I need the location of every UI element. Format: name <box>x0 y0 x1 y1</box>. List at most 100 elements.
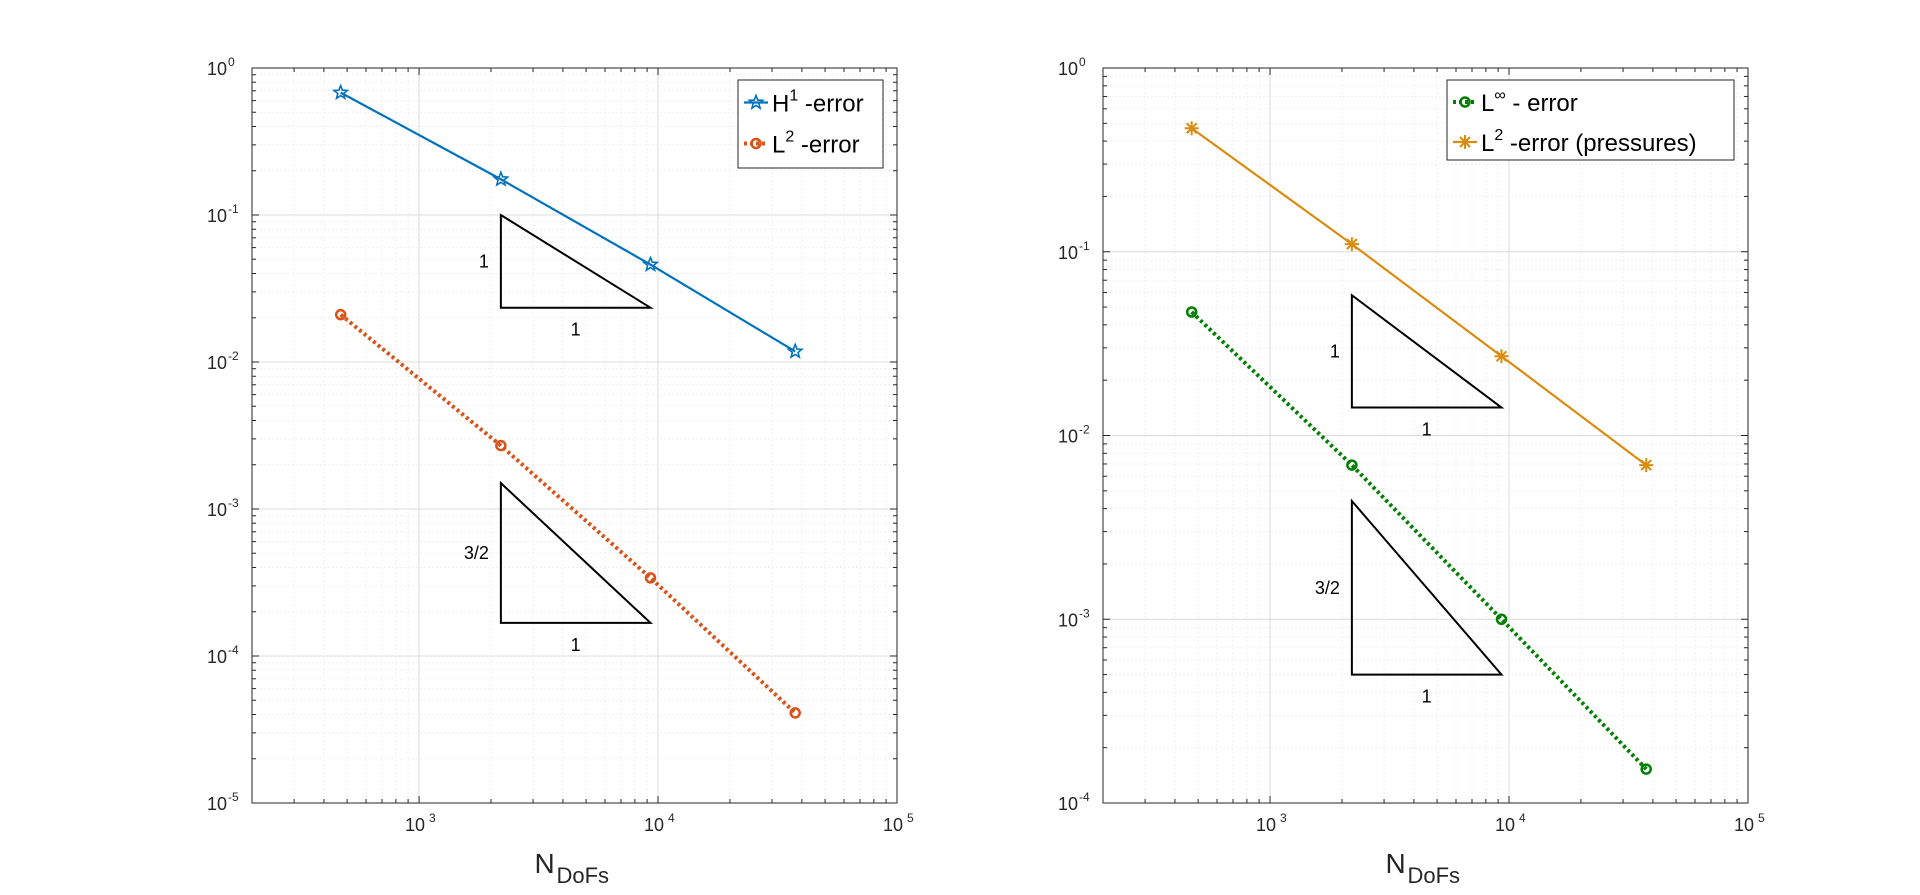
asterisk-stroke <box>1459 136 1471 148</box>
y-tick-exponent: -2 <box>228 349 239 363</box>
data-point <box>334 308 347 321</box>
legend-label: H1 -error <box>772 88 864 118</box>
y-tick-label: 10 <box>1058 794 1078 814</box>
x-tick-label: 10 <box>1256 815 1276 835</box>
y-tick-label: 10 <box>1058 243 1078 263</box>
series-line <box>339 313 797 715</box>
y-tick-exponent: -5 <box>228 790 239 804</box>
series-1 <box>331 83 804 359</box>
legend-marker <box>1459 96 1471 108</box>
data-point <box>641 255 660 273</box>
right-chart-panel: 10 3 10 4 10 510 010 -110 -210 -310 -4N DoFs113/21L… <box>1058 55 1765 888</box>
slope-vertical-label: 1 <box>479 251 489 271</box>
slope-triangle-shape <box>499 480 654 624</box>
series-2 <box>1184 121 1654 473</box>
legend-label: L2 -error <box>772 129 860 159</box>
slope-triangle: 11 <box>1330 293 1505 440</box>
data-point <box>644 572 657 584</box>
slope-horizontal-label: 1 <box>1422 687 1432 707</box>
y-tick-label: 10 <box>207 59 227 79</box>
slope-horizontal-label: 1 <box>571 320 581 340</box>
x-tick-exponent: 4 <box>1519 811 1526 825</box>
x-tick-label: 10 <box>1734 815 1754 835</box>
x-axis-label-subscript: DoFs <box>1408 863 1461 888</box>
y-tick-label: 10 <box>1058 427 1078 447</box>
y-tick-exponent: 0 <box>228 55 235 69</box>
data-point <box>786 342 804 359</box>
x-tick-exponent: 3 <box>429 811 436 825</box>
x-tick-exponent: 3 <box>1280 811 1287 825</box>
y-tick-label: 10 <box>207 500 227 520</box>
series-line <box>1190 310 1648 771</box>
x-tick-label: 10 <box>405 815 425 835</box>
legend-box <box>1446 79 1735 161</box>
data-point <box>1639 458 1654 473</box>
slope-triangle: 11 <box>479 213 654 340</box>
legend: H1 -error L2 -error <box>737 79 884 169</box>
data-point <box>1344 237 1359 252</box>
y-tick-exponent: 0 <box>1079 55 1086 69</box>
plot-area <box>252 68 897 803</box>
x-axis-label-subscript: DoFs <box>557 863 610 888</box>
y-tick-label: 10 <box>1058 610 1078 630</box>
slope-triangle: 3/2 1 <box>1315 498 1504 707</box>
left-chart-panel: 10 3 10 4 10 510 010 -110 -210 -310 -410 -5N DoFs113… <box>207 55 914 888</box>
series-line <box>1191 127 1647 466</box>
y-tick-label: 10 <box>207 206 227 226</box>
y-tick-label: 10 <box>207 794 227 814</box>
slope-vertical-label: 3/2 <box>464 543 489 563</box>
y-tick-exponent: -1 <box>228 202 239 216</box>
slope-triangle-shape <box>1350 293 1505 409</box>
asterisk-stroke <box>1495 350 1508 362</box>
data-point <box>1495 613 1508 625</box>
data-point <box>331 83 350 101</box>
y-tick-exponent: -3 <box>1079 606 1090 620</box>
data-point <box>1346 459 1358 471</box>
x-axis-label: N <box>1386 848 1406 879</box>
y-tick-exponent: -4 <box>1079 790 1090 804</box>
y-tick-label: 10 <box>207 647 227 667</box>
slope-triangle: 3/2 1 <box>464 480 654 655</box>
slope-triangle-shape <box>499 213 654 309</box>
asterisk-stroke <box>1640 459 1652 471</box>
slope-vertical-label: 1 <box>1330 341 1340 361</box>
slope-horizontal-label: 1 <box>571 635 581 655</box>
legend-marker <box>750 137 762 150</box>
tick-marks <box>251 67 898 804</box>
x-tick-label: 10 <box>644 815 664 835</box>
series-1 <box>1185 306 1652 775</box>
slope-vertical-label: 3/2 <box>1315 578 1340 598</box>
asterisk-stroke <box>1185 122 1198 134</box>
legend-marker <box>747 93 765 110</box>
asterisk-stroke <box>1346 238 1358 250</box>
y-tick-exponent: -2 <box>1079 423 1090 437</box>
x-tick-label: 10 <box>883 815 903 835</box>
legend-label: L2 -error (pressures) <box>1481 127 1697 157</box>
y-tick-label: 10 <box>207 353 227 373</box>
y-tick-exponent: -3 <box>228 496 239 510</box>
legend: L∞ - error L2 -error (pressures) <box>1446 79 1735 161</box>
axes-frame <box>251 67 898 804</box>
legend-label: L∞ - error <box>1481 87 1578 117</box>
x-tick-exponent: 5 <box>907 811 914 825</box>
data-point <box>492 170 510 187</box>
data-point <box>789 707 801 719</box>
x-tick-exponent: 5 <box>1758 811 1765 825</box>
legend-box <box>737 79 884 169</box>
data-point <box>1184 121 1199 136</box>
slope-horizontal-label: 1 <box>1422 420 1432 440</box>
data-point <box>1494 349 1509 364</box>
x-tick-exponent: 4 <box>668 811 675 825</box>
y-tick-exponent: -4 <box>228 643 239 657</box>
x-axis-label: N <box>535 848 555 879</box>
tick-marks <box>1102 67 1749 804</box>
data-point <box>1640 763 1652 775</box>
series-2 <box>334 308 801 719</box>
x-tick-label: 10 <box>1495 815 1515 835</box>
series-line <box>340 91 796 353</box>
y-tick-label: 10 <box>1058 59 1078 79</box>
data-point <box>495 439 507 452</box>
slope-triangle-shape <box>1350 498 1504 676</box>
legend-marker <box>1458 135 1472 149</box>
